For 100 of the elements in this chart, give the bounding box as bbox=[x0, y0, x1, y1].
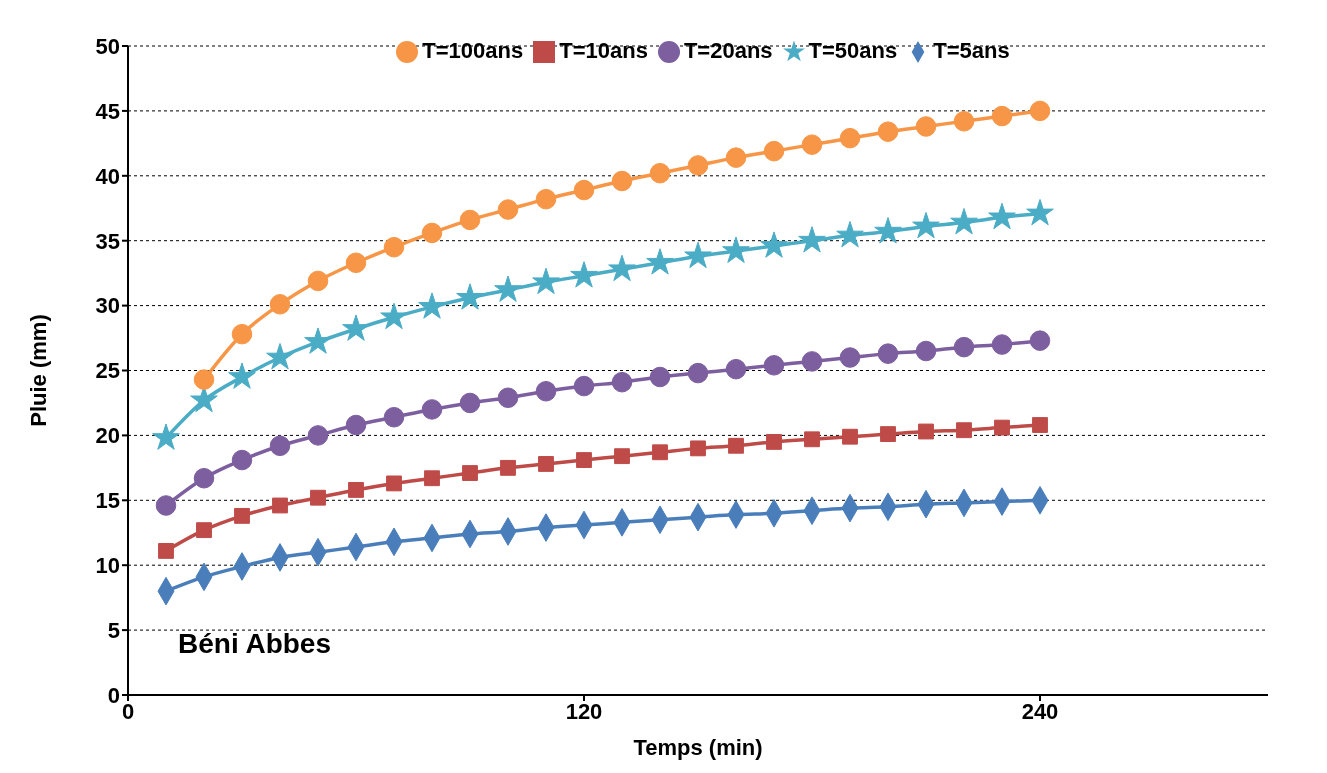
point bbox=[196, 522, 212, 539]
point bbox=[687, 362, 709, 384]
point bbox=[380, 302, 408, 330]
point bbox=[307, 270, 329, 292]
point bbox=[231, 449, 253, 471]
point bbox=[836, 221, 864, 248]
point bbox=[421, 399, 443, 420]
point bbox=[684, 241, 712, 269]
point bbox=[646, 248, 674, 275]
point bbox=[228, 362, 256, 389]
point bbox=[763, 355, 785, 376]
point bbox=[1026, 198, 1054, 226]
y-tick-label: 50 bbox=[95, 33, 120, 59]
point bbox=[462, 465, 478, 481]
point bbox=[649, 162, 671, 184]
point bbox=[152, 423, 180, 450]
point bbox=[988, 202, 1016, 230]
point bbox=[801, 351, 823, 372]
point bbox=[1032, 417, 1048, 433]
point bbox=[269, 294, 291, 315]
point bbox=[956, 422, 972, 439]
point bbox=[345, 252, 367, 274]
point bbox=[652, 444, 668, 461]
point bbox=[804, 431, 820, 448]
point bbox=[386, 475, 402, 492]
point bbox=[231, 323, 253, 345]
point bbox=[953, 336, 975, 358]
point bbox=[494, 275, 522, 302]
point bbox=[459, 392, 481, 414]
point bbox=[763, 140, 785, 162]
point bbox=[158, 543, 174, 559]
point bbox=[766, 433, 782, 450]
legend-label: T=10ans bbox=[559, 38, 648, 63]
point bbox=[535, 381, 557, 402]
point bbox=[649, 366, 671, 388]
annotation: Béni Abbes bbox=[178, 628, 331, 660]
y-tick-label: 15 bbox=[95, 488, 120, 514]
point bbox=[576, 452, 592, 468]
point bbox=[304, 327, 332, 354]
point bbox=[497, 199, 519, 220]
legend-label: T=5ans bbox=[933, 38, 1010, 63]
y-tick-label: 45 bbox=[95, 98, 120, 124]
y-tick-label: 20 bbox=[95, 423, 120, 449]
point bbox=[1029, 330, 1051, 351]
point bbox=[915, 340, 937, 362]
point bbox=[193, 369, 215, 390]
point bbox=[383, 236, 405, 258]
point bbox=[424, 470, 440, 487]
point bbox=[345, 414, 367, 436]
point bbox=[687, 155, 709, 176]
point bbox=[1029, 100, 1051, 122]
point bbox=[801, 134, 823, 155]
point bbox=[573, 179, 595, 201]
point bbox=[722, 236, 750, 263]
point bbox=[880, 426, 896, 443]
y-tick-label: 35 bbox=[95, 228, 120, 254]
point bbox=[497, 387, 519, 409]
point bbox=[877, 343, 899, 364]
point bbox=[915, 116, 937, 137]
point bbox=[383, 406, 405, 428]
point bbox=[725, 147, 747, 168]
point bbox=[912, 211, 940, 239]
point bbox=[842, 428, 858, 445]
y-tick-label: 30 bbox=[95, 293, 120, 319]
point bbox=[532, 267, 560, 295]
y-tick-label: 10 bbox=[95, 553, 120, 579]
point bbox=[307, 425, 329, 446]
point bbox=[991, 105, 1013, 127]
legend-label: T=100ans bbox=[422, 38, 524, 63]
y-axis-title: Pluie (mm) bbox=[25, 314, 51, 427]
x-axis-title: Temps (min) bbox=[633, 735, 763, 760]
point bbox=[918, 423, 934, 440]
point bbox=[155, 495, 177, 516]
point bbox=[418, 292, 446, 319]
point bbox=[994, 419, 1010, 436]
point bbox=[839, 127, 861, 149]
point bbox=[760, 231, 788, 258]
point bbox=[535, 188, 557, 210]
point bbox=[570, 261, 598, 288]
point bbox=[193, 467, 215, 489]
point bbox=[839, 347, 861, 368]
point bbox=[608, 254, 636, 282]
point bbox=[272, 497, 288, 514]
y-tick-label: 40 bbox=[95, 163, 120, 189]
point bbox=[611, 170, 633, 192]
point bbox=[269, 435, 291, 457]
y-tick-label: 5 bbox=[107, 617, 120, 643]
point bbox=[421, 222, 443, 244]
point bbox=[342, 314, 370, 341]
point bbox=[456, 283, 484, 310]
point bbox=[234, 507, 250, 524]
point bbox=[953, 111, 975, 132]
y-tick-label: 25 bbox=[95, 358, 120, 384]
y-tick-label: 0 bbox=[107, 682, 120, 708]
point bbox=[614, 448, 630, 465]
point bbox=[725, 358, 747, 380]
point bbox=[538, 456, 554, 472]
x-tick-label: 240 bbox=[1021, 698, 1059, 724]
legend-label: T=20ans bbox=[683, 38, 773, 63]
point bbox=[310, 489, 326, 506]
